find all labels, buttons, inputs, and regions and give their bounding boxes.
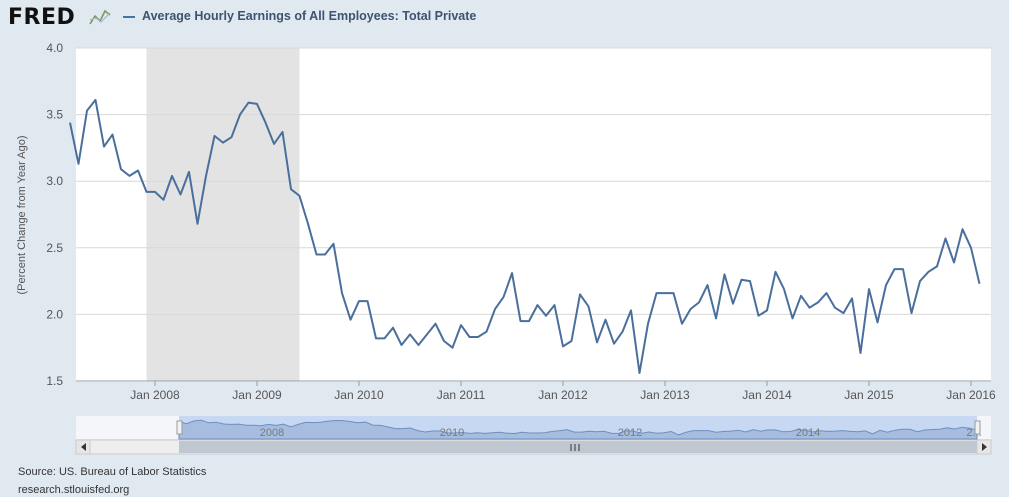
navigator-handle-right[interactable] bbox=[974, 420, 981, 435]
chart-header: FRED Average Hourly Earnings of All Empl… bbox=[0, 0, 1009, 36]
recession-shading bbox=[146, 48, 300, 381]
x-tick-label: Jan 2010 bbox=[334, 388, 384, 402]
y-axis-tick-labels: 1.5 2.0 2.5 3.0 3.5 4.0 bbox=[46, 41, 63, 388]
scrollbar-thumb[interactable] bbox=[179, 441, 977, 453]
y-tick-label: 2.0 bbox=[46, 307, 63, 321]
y-tick-label: 2.5 bbox=[46, 241, 63, 255]
x-tick-label: Jan 2014 bbox=[742, 388, 792, 402]
navigator-handle-left[interactable] bbox=[176, 420, 183, 435]
y-tick-label: 1.5 bbox=[46, 374, 63, 388]
y-tick-label: 4.0 bbox=[46, 41, 63, 55]
recession-band bbox=[146, 48, 300, 381]
scroll-right-arrow-icon bbox=[982, 443, 987, 451]
x-tick-label: Jan 2008 bbox=[130, 388, 180, 402]
source-url[interactable]: research.stlouisfed.org bbox=[18, 484, 130, 496]
y-axis-title: (Percent Change from Year Ago) bbox=[16, 136, 28, 295]
chart-area: 1.52.02.53.03.54.0 Jan 2008 Jan 2009 Jan 2… bbox=[16, 41, 996, 455]
navigator-series bbox=[178, 419, 978, 440]
x-axis-tick-labels: Jan 2008 Jan 2009 Jan 2010 Jan 2011 Jan 2012… bbox=[76, 380, 996, 402]
source-note: Source: US. Bureau of Labor Statistics bbox=[18, 466, 207, 478]
x-tick-label: Jan 2013 bbox=[640, 388, 690, 402]
series-layer bbox=[69, 98, 981, 374]
fred-logo[interactable]: FRED bbox=[8, 5, 76, 30]
navigator-label: 2008 bbox=[260, 427, 284, 439]
legend-line-swatch bbox=[123, 16, 135, 18]
x-tick-label: Jan 2011 bbox=[437, 388, 486, 402]
y-tick-label: 3.0 bbox=[46, 174, 63, 188]
navigator[interactable]: 2008 2010 2012 2014 2... bbox=[75, 416, 992, 455]
fred-graph-icon bbox=[89, 9, 111, 25]
series-title[interactable]: Average Hourly Earnings of All Employees… bbox=[142, 9, 477, 23]
x-tick-label: Jan 2015 bbox=[844, 388, 894, 402]
x-tick-label: Jan 2012 bbox=[538, 388, 588, 402]
navigator-label: 2012 bbox=[618, 427, 642, 439]
series-line[interactable] bbox=[69, 98, 981, 374]
navigator-label: 2010 bbox=[440, 427, 464, 439]
y-tick-label: 3.5 bbox=[46, 108, 63, 122]
x-tick-label: Jan 2009 bbox=[232, 388, 282, 402]
scroll-left-arrow-icon bbox=[81, 443, 86, 451]
x-tick-label: Jan 2016 bbox=[946, 388, 996, 402]
navigator-label: 2014 bbox=[796, 427, 820, 439]
